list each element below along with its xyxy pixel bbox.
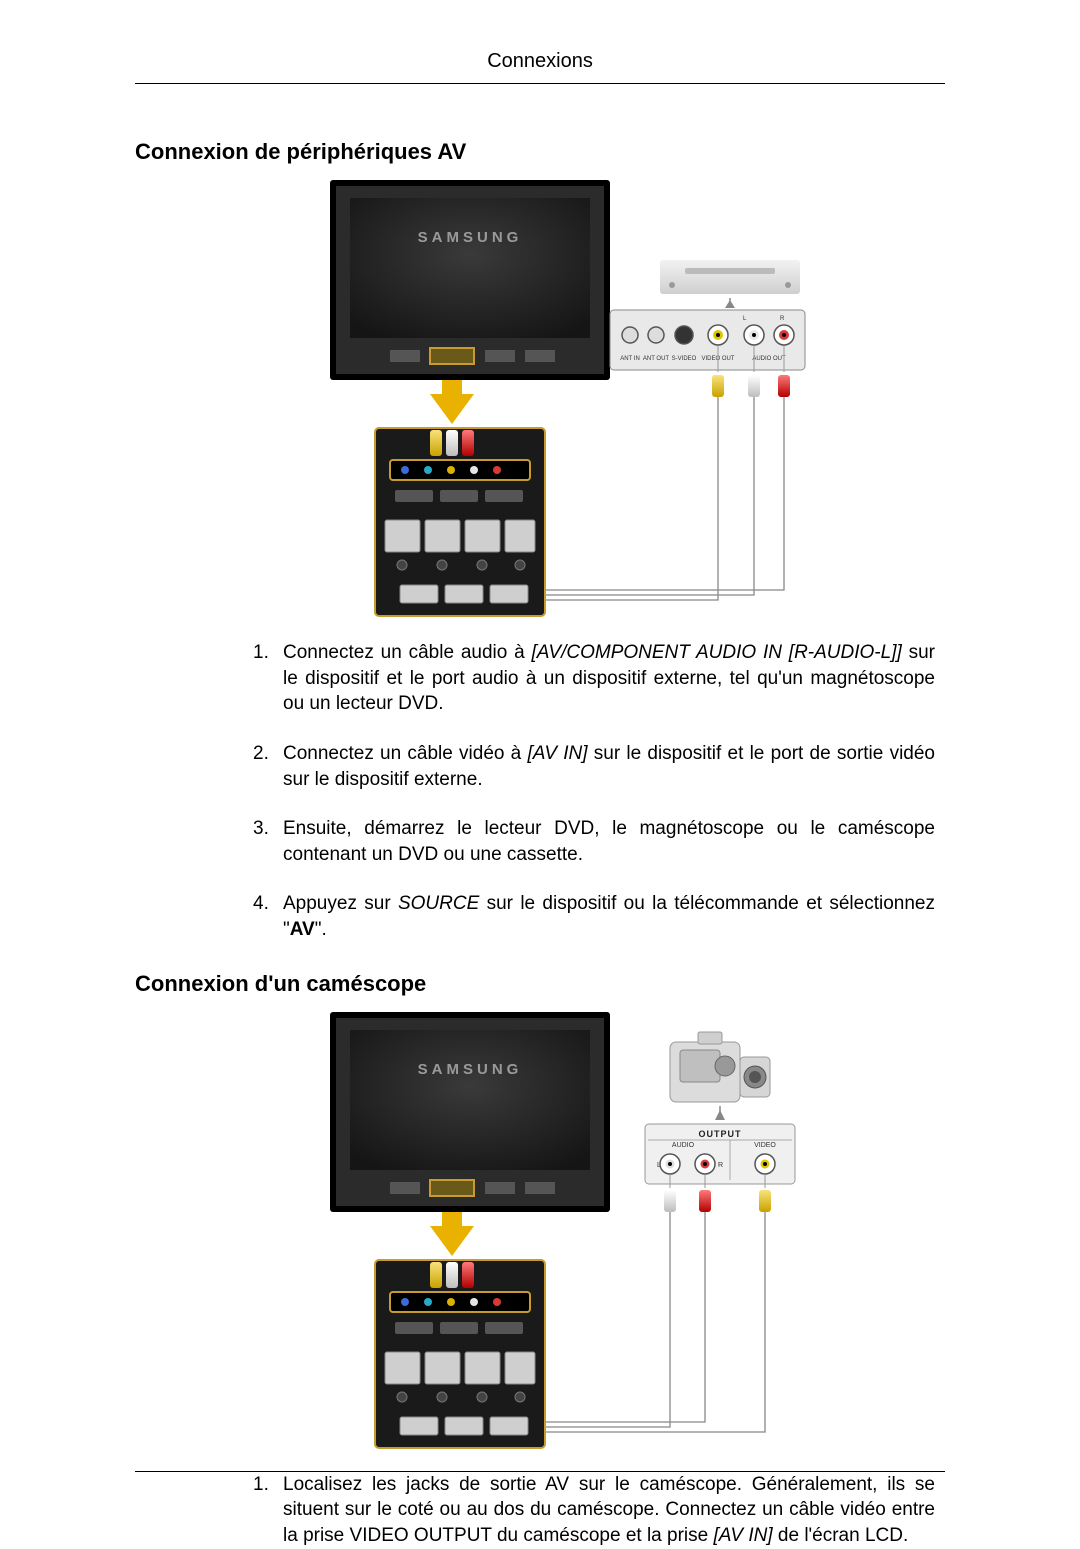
down-arrow-icon (430, 380, 474, 424)
step-number: 3. (253, 816, 283, 867)
header-rule (135, 83, 945, 84)
svg-text:ANT IN: ANT IN (620, 356, 640, 362)
tv-monitor: SAMSUNG (330, 180, 610, 380)
keyword: SOURCE (398, 893, 479, 914)
svg-text:R: R (780, 316, 785, 322)
section2-figure: SAMSUNG (135, 1012, 945, 1452)
footer-rule (135, 1471, 945, 1472)
step-text: Connectez un câble audio à [AV/COMPONENT… (283, 640, 935, 717)
svg-text:L: L (657, 1162, 661, 1169)
svg-text:VIDEO: VIDEO (754, 1142, 776, 1149)
tv-brand-text: SAMSUNG (418, 229, 523, 246)
bold-keyword: AV (290, 919, 315, 940)
down-arrow-icon (430, 1212, 474, 1256)
step-text: Localisez les jacks de sortie AV sur le … (283, 1472, 935, 1549)
tv-source-highlight (430, 348, 474, 364)
step-item: 1. Connectez un câble audio à [AV/COMPON… (253, 640, 935, 717)
svg-text:R: R (718, 1162, 723, 1169)
keyword: [AV IN] (527, 743, 587, 764)
section2-steps: 1. Localisez les jacks de sortie AV sur … (253, 1472, 935, 1549)
svg-text:OUTPUT: OUTPUT (699, 1129, 742, 1139)
svg-text:AUDIO: AUDIO (672, 1142, 695, 1149)
section1-title: Connexion de périphériques AV (135, 139, 945, 165)
camcorder-device (670, 1032, 770, 1102)
camcorder-connection-diagram: SAMSUNG (270, 1012, 810, 1452)
step-item: 1. Localisez les jacks de sortie AV sur … (253, 1472, 935, 1549)
tv-monitor: SAMSUNG (330, 1012, 610, 1212)
page-header: Connexions (135, 50, 945, 73)
section1-figure: SAMSUNG (135, 180, 945, 620)
svg-text:ANT OUT: ANT OUT (643, 356, 670, 362)
dvd-player (660, 260, 800, 294)
external-rca-panel: L R ANT IN ANT OUT S-VIDEO VIDEO OUT AUD… (610, 310, 805, 370)
section1-steps: 1. Connectez un câble audio à [AV/COMPON… (253, 640, 935, 943)
step-number: 2. (253, 741, 283, 792)
av-connection-diagram: SAMSUNG (270, 180, 810, 620)
step-text: Ensuite, démarrez le lecteur DVD, le mag… (283, 816, 935, 867)
tv-connection-panel (375, 1260, 545, 1448)
svg-text:AUDIO OUT: AUDIO OUT (752, 356, 786, 362)
keyword: [AV IN] (713, 1525, 772, 1546)
keyword: [AV/COMPONENT AUDIO IN [R-AUDIO-L]] (532, 642, 902, 663)
step-number: 4. (253, 891, 283, 942)
step-item: 3. Ensuite, démarrez le lecteur DVD, le … (253, 816, 935, 867)
step-number: 1. (253, 640, 283, 717)
document-page: Connexions Connexion de périphériques AV… (0, 0, 1080, 1527)
camcorder-output-panel: OUTPUT AUDIO VIDEO L R (645, 1124, 795, 1184)
step-text: Appuyez sur SOURCE sur le dispositif ou … (283, 891, 935, 942)
step-number: 1. (253, 1472, 283, 1549)
step-text: Connectez un câble vidéo à [AV IN] sur l… (283, 741, 935, 792)
svg-text:SAMSUNG: SAMSUNG (418, 1061, 523, 1078)
svg-text:S-VIDEO: S-VIDEO (672, 356, 697, 362)
step-item: 4. Appuyez sur SOURCE sur le dispositif … (253, 891, 935, 942)
section2-title: Connexion d'un caméscope (135, 971, 945, 997)
step-item: 2. Connectez un câble vidéo à [AV IN] su… (253, 741, 935, 792)
tv-connection-panel (375, 428, 545, 616)
